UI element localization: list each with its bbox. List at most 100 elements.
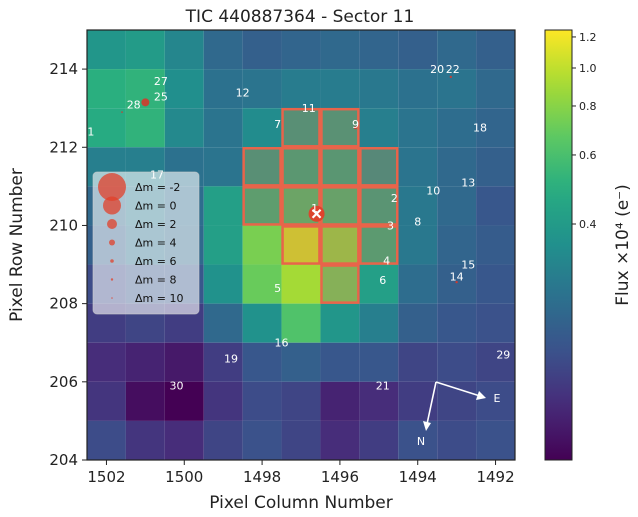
heatmap-cell xyxy=(164,381,204,421)
heatmap-cell xyxy=(203,342,243,382)
heatmap-cell xyxy=(398,147,438,187)
heatmap-cell xyxy=(320,225,360,265)
x-tick-label: 1502 xyxy=(87,468,125,486)
heatmap-cell xyxy=(398,264,438,304)
heatmap-cell xyxy=(476,69,515,109)
aperture-pixel xyxy=(359,147,399,187)
legend-marker xyxy=(110,259,114,263)
heatmap-cell xyxy=(242,108,282,148)
star-label: 8 xyxy=(414,216,421,229)
heatmap-cell xyxy=(203,147,243,187)
heatmap-cell xyxy=(359,381,399,421)
star-label: 15 xyxy=(461,259,475,272)
colorbar-tick-label: 0.6 xyxy=(579,149,597,162)
aperture-pixel xyxy=(359,225,399,265)
heatmap-cell xyxy=(398,342,438,382)
star-label: 2 xyxy=(391,192,398,205)
heatmap-cell xyxy=(242,186,282,226)
heatmap-cell xyxy=(320,30,360,70)
aperture-pixel xyxy=(359,186,399,226)
heatmap-cell xyxy=(476,303,515,343)
heatmap-cell xyxy=(125,420,165,460)
heatmap-cell xyxy=(359,30,399,70)
star-label: 27 xyxy=(154,75,168,88)
y-tick-label: 204 xyxy=(49,451,78,469)
colorbar-tick-label: 1.2 xyxy=(579,31,597,44)
north-arrowhead xyxy=(423,421,431,431)
star-markers xyxy=(121,75,458,284)
heatmap-cell xyxy=(359,420,399,460)
legend-entry: Δm = 10 xyxy=(135,292,183,305)
y-tick-label: 208 xyxy=(49,295,78,313)
heatmap-cell xyxy=(476,225,515,265)
heatmap-cell xyxy=(281,381,321,421)
heatmap-cell xyxy=(398,420,438,460)
heatmap-cell xyxy=(164,420,204,460)
heatmap-cell xyxy=(398,69,438,109)
star-label: 14 xyxy=(450,270,464,283)
legend-entry: Δm = -2 xyxy=(135,181,180,194)
star-label: 5 xyxy=(274,282,281,295)
star-label: 1 xyxy=(87,126,94,139)
heatmap-cell xyxy=(281,303,321,343)
heatmap-cell xyxy=(320,147,360,187)
x-tick-label: 1492 xyxy=(476,468,514,486)
star-label: 9 xyxy=(352,118,359,131)
heatmap-cell xyxy=(476,381,515,421)
heatmap-cell xyxy=(203,69,243,109)
compass-rose: EN xyxy=(417,381,501,448)
legend-marker xyxy=(109,239,115,246)
star-label: 12 xyxy=(236,87,250,100)
star-label: 3 xyxy=(387,219,394,232)
colorbar-tick-label: 0.8 xyxy=(579,100,597,113)
heatmap-cell xyxy=(125,108,165,148)
aperture-pixel xyxy=(242,147,282,187)
heatmap-cell xyxy=(281,147,321,187)
y-tick-label: 210 xyxy=(49,216,78,234)
legend: Δm = -2 Δm = 0 Δm = 2 Δm = 4 Δm = 6 Δm = 8 Δm … xyxy=(92,171,200,315)
heatmap-cell xyxy=(437,186,477,226)
star-label: 4 xyxy=(383,255,390,268)
aperture-pixel xyxy=(281,225,321,265)
heatmap-cell xyxy=(164,342,204,382)
heatmap-cell xyxy=(320,420,360,460)
heatmap-cell xyxy=(437,147,477,187)
heatmap-cell xyxy=(87,108,126,148)
star-label: 1 xyxy=(311,202,318,215)
heatmap-cell xyxy=(242,69,282,109)
east-arrow xyxy=(435,381,481,397)
aperture-pixel xyxy=(320,147,360,187)
star-marker xyxy=(121,111,123,113)
heatmap-cell xyxy=(437,69,477,109)
heatmap-cell xyxy=(203,30,243,70)
heatmap-cell xyxy=(281,69,321,109)
aperture-pixel xyxy=(281,147,321,187)
heatmap-cell xyxy=(203,420,243,460)
heatmap-cell xyxy=(242,264,282,304)
legend-entry: Δm = 4 xyxy=(135,237,176,250)
heatmap-cell xyxy=(437,303,477,343)
heatmap-cell xyxy=(398,108,438,148)
star-marker xyxy=(353,126,357,130)
star-label: 22 xyxy=(446,63,460,76)
legend-marker xyxy=(110,278,114,281)
x-axis-label: Pixel Column Number xyxy=(209,493,393,513)
x-tick-label: 1500 xyxy=(165,468,203,486)
x-tick-label: 1494 xyxy=(399,468,437,486)
colorbar-bar xyxy=(544,29,573,461)
heatmap-cell xyxy=(87,69,126,109)
heatmap-cell xyxy=(242,420,282,460)
star-label: 16 xyxy=(275,337,289,350)
heatmap-cell xyxy=(437,264,477,304)
colorbar-tick-label: 1.0 xyxy=(579,62,597,75)
heatmap-cell xyxy=(281,108,321,148)
star-label: 29 xyxy=(496,348,510,361)
heatmap-cell xyxy=(320,69,360,109)
heatmap-cell xyxy=(398,225,438,265)
heatmap-cell xyxy=(203,264,243,304)
star-label: 7 xyxy=(274,118,281,131)
heatmap-cell xyxy=(437,420,477,460)
heatmap-cell xyxy=(476,342,515,382)
star-label: 19 xyxy=(224,352,238,365)
